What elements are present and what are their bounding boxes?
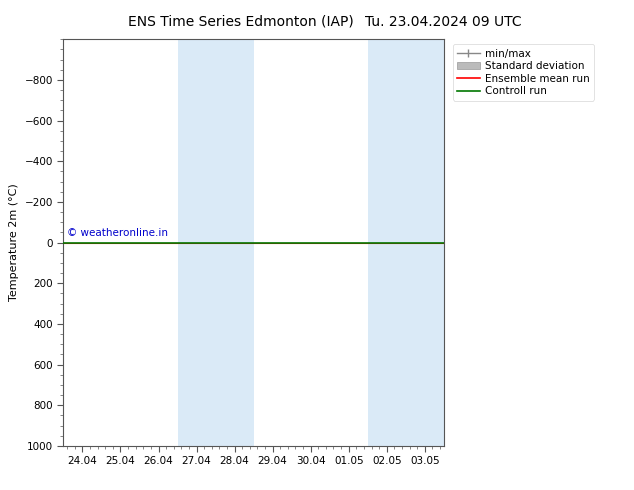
Text: © weatheronline.in: © weatheronline.in [67,228,168,239]
Y-axis label: Temperature 2m (°C): Temperature 2m (°C) [9,184,19,301]
Bar [368,39,444,446]
Text: ENS Time Series Edmonton (IAP): ENS Time Series Edmonton (IAP) [128,15,354,29]
Text: Tu. 23.04.2024 09 UTC: Tu. 23.04.2024 09 UTC [365,15,522,29]
Bar [178,39,254,446]
Legend: min/max, Standard deviation, Ensemble mean run, Controll run: min/max, Standard deviation, Ensemble me… [453,45,594,100]
